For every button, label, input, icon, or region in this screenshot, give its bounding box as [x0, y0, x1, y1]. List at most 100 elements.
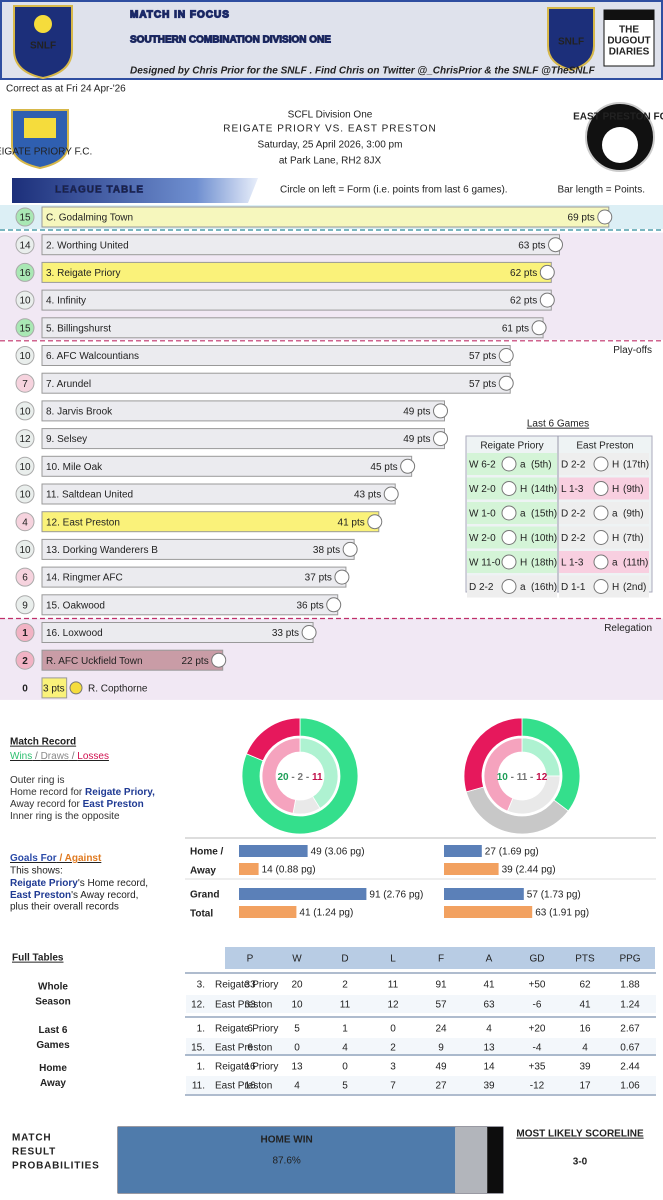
note: East Preston's Away record,: [10, 890, 138, 901]
note: Home record for Reigate Priory,: [10, 787, 155, 798]
crest-icon: [501, 579, 517, 594]
form-circle: [15, 373, 35, 393]
cell: 7: [390, 1081, 396, 1092]
cell: 27: [435, 1081, 447, 1092]
legend-part: Draws: [41, 751, 69, 762]
section-label: Last 6: [39, 1025, 68, 1036]
column-header: F: [438, 954, 444, 965]
goal-bar: [239, 906, 297, 918]
cell: 5: [342, 1081, 348, 1092]
crest-icon: [539, 264, 555, 280]
form-value: 14: [19, 240, 31, 251]
team-name: 10. Mile Oak: [46, 462, 103, 473]
form-circle: [15, 484, 35, 504]
cell: 4: [294, 1081, 300, 1092]
cell: 11: [388, 980, 399, 991]
cell: 10: [291, 1000, 303, 1011]
cell: 11: [340, 1000, 351, 1011]
form-circle: [15, 539, 35, 559]
note: Outer ring is: [10, 775, 64, 786]
crest-icon: [548, 237, 563, 253]
cell: 6: [247, 1043, 253, 1054]
venue: a: [612, 509, 618, 520]
value-label: 41 pts: [338, 517, 365, 528]
venue: a: [520, 460, 526, 471]
prob-title: MATCH: [12, 1133, 51, 1144]
cell: 33: [244, 1000, 256, 1011]
prob-value: 87.6%: [272, 1156, 300, 1167]
crest-icon: [383, 486, 399, 502]
form-value: 10: [19, 545, 31, 556]
cell: 0: [390, 1024, 396, 1035]
cell: +20: [529, 1024, 546, 1035]
fixture: REIGATE PRIORY VS. EAST PRESTON: [223, 124, 436, 135]
column-header: PPG: [619, 954, 640, 965]
donut-center-part: 10: [497, 772, 509, 783]
position: (2nd): [623, 582, 646, 593]
cell: 17: [579, 1081, 591, 1092]
table-row-bg: [186, 1057, 656, 1075]
donut-center-part: 2: [297, 772, 303, 783]
cell: 1.06: [620, 1081, 640, 1092]
bar: [41, 317, 544, 339]
note-part: Inner ring is the opposite: [10, 811, 120, 822]
value-label: 49 pts: [403, 407, 430, 418]
cell: 2.67: [620, 1024, 640, 1035]
cell: 6: [247, 1024, 253, 1035]
crest-icon: [593, 505, 609, 521]
legend-part: /: [69, 751, 77, 762]
table-row-bg: [186, 995, 656, 1013]
cell: 1.88: [620, 980, 640, 991]
form-value: 10: [19, 407, 31, 418]
team: Reigate Priory: [215, 1024, 278, 1035]
value-label: 49 pts: [403, 434, 430, 445]
scoreline-title: MOST LIKELY SCORELINE: [516, 1129, 644, 1140]
league-note: Bar length = Points.: [557, 185, 645, 196]
form-value: 0: [22, 684, 28, 695]
rank: 12.: [191, 1000, 205, 1011]
section-title-part: / Against: [57, 853, 102, 864]
result: W 11-0: [469, 558, 501, 569]
note-part: 's Away record,: [71, 890, 138, 901]
last-six-team: Reigate Priory: [480, 441, 543, 452]
team-name: 16. Loxwood: [46, 628, 103, 639]
value-label: 57 pts: [469, 351, 496, 362]
form-value: 10: [19, 462, 31, 473]
note: Away record for East Preston: [10, 799, 144, 810]
cell: 20: [291, 980, 303, 991]
team-name: 3. Reigate Priory: [46, 268, 120, 279]
column-header: A: [486, 954, 493, 965]
position: (16th): [531, 582, 557, 593]
donut-center: 10 - 11 - 12: [497, 772, 548, 783]
crest-icon: [433, 431, 448, 447]
crest-icon: [342, 541, 358, 557]
crest-icon: [501, 554, 517, 570]
venue: at Park Lane, RH2 8JX: [279, 156, 382, 167]
donut-center-part: 12: [536, 772, 548, 783]
venue: H: [520, 558, 527, 569]
team: Reigate Priory: [215, 980, 278, 991]
value-label: 63 pts: [518, 240, 545, 251]
last-six-team: East Preston: [576, 441, 633, 452]
section-title: Goals For / Against: [10, 853, 102, 864]
form-value: 12: [19, 434, 31, 445]
table-row-bg: [186, 1038, 656, 1056]
cell: 1.24: [620, 1000, 640, 1011]
crest-icon: [498, 375, 514, 391]
crest-icon: [301, 625, 317, 640]
column-header: GD: [530, 954, 545, 965]
venue: H: [612, 460, 619, 471]
form-value: 10: [19, 490, 31, 501]
crest-icon: [539, 292, 555, 308]
note: Reigate Priory's Home record,: [10, 878, 148, 889]
position: (17th): [623, 460, 649, 471]
cell: 39: [483, 1081, 495, 1092]
crest-icon: [334, 569, 350, 585]
prob-title: RESULT: [12, 1147, 56, 1158]
goal-bar: [239, 845, 308, 857]
section-label: Away: [40, 1078, 66, 1089]
result: D 2-2: [561, 509, 586, 520]
value-label: 62 pts: [510, 296, 537, 307]
prob-title: PROBABILITIES: [12, 1161, 100, 1172]
